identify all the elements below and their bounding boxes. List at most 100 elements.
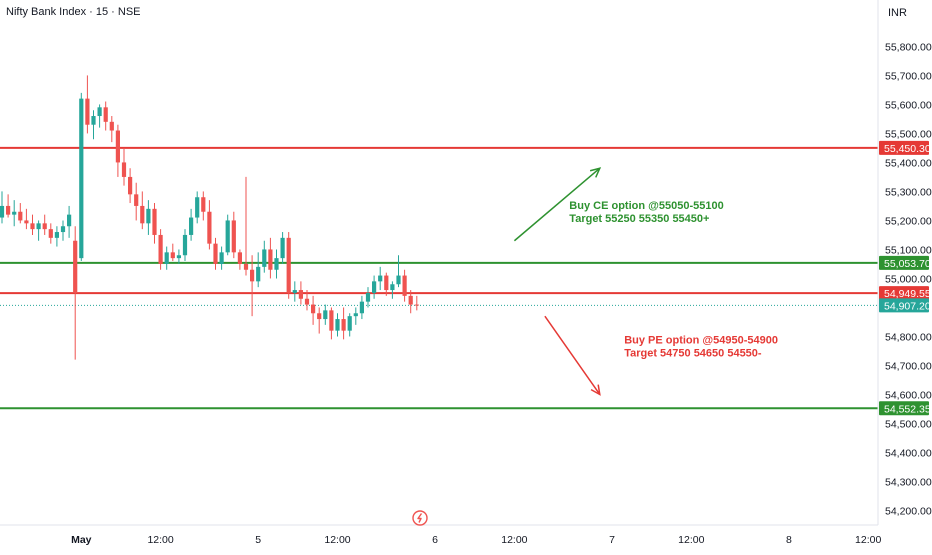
candle-up — [67, 214, 72, 227]
time-tick-label: May — [71, 534, 92, 546]
time-scale-panel[interactable] — [0, 525, 932, 550]
level-price-tag — [879, 401, 929, 416]
candle-down — [18, 211, 23, 221]
candle-up — [390, 284, 395, 291]
candle-down — [42, 223, 47, 230]
tradingview-logo-icon[interactable] — [412, 510, 428, 526]
candle-down — [414, 304, 419, 306]
candle-up — [353, 313, 358, 317]
candle-down — [286, 237, 291, 293]
candle-up — [347, 316, 352, 331]
candle-down — [158, 234, 163, 264]
price-tick-label: 54,300.00 — [885, 476, 932, 488]
candle-down — [311, 304, 316, 314]
candle-down — [402, 275, 407, 296]
price-tick-label: 55,300.00 — [885, 186, 932, 198]
annotation-line1: Buy CE option @55050-55100 — [569, 200, 723, 212]
candle-down — [304, 298, 310, 305]
candle-up — [219, 252, 224, 264]
annotation-line1: Buy PE option @54950-54900 — [624, 335, 778, 347]
last-price-label: 54,907.20 — [884, 300, 931, 312]
price-scale-ticks: 54,200.00 54,300.00 54,400.00 54,500.00 54,6… — [885, 41, 932, 517]
time-tick-label: 12:00 — [324, 534, 350, 546]
annotation-line2: Target 55250 55350 55450+ — [569, 213, 709, 225]
level-price-tag — [879, 255, 929, 270]
candle-down — [268, 249, 273, 270]
time-tick-label: 12:00 — [501, 534, 527, 546]
candle-up — [256, 266, 261, 282]
price-tick-label: 55,000.00 — [885, 273, 932, 285]
price-tick-label: 55,500.00 — [885, 128, 932, 140]
price-tick-label: 54,800.00 — [885, 331, 932, 343]
candle-down — [134, 194, 139, 206]
candle-down — [6, 205, 11, 215]
candle-down — [201, 197, 206, 212]
price-tick-label: 55,800.00 — [885, 41, 932, 53]
candle-down — [109, 121, 114, 131]
candle-down — [243, 263, 249, 270]
candles — [0, 75, 419, 360]
price-tick-label: 55,400.00 — [885, 157, 932, 169]
candle-up — [182, 234, 188, 256]
candle-down — [73, 240, 78, 293]
arrow-green — [513, 167, 601, 242]
annotation-line2: Target 54750 54650 54550- — [624, 348, 762, 360]
time-tick-label: 8 — [786, 534, 792, 546]
level-price-label: 55,450.30 — [884, 143, 931, 155]
candle-up — [164, 252, 169, 264]
arrow-red — [544, 315, 601, 395]
candle-up — [79, 98, 84, 259]
price-tick-label: 54,500.00 — [885, 418, 932, 430]
price-tick-label: 54,200.00 — [885, 505, 932, 517]
time-tick-label: 12:00 — [855, 534, 881, 546]
candle-up — [176, 255, 181, 259]
candle-down — [298, 290, 303, 299]
candle-down — [213, 243, 218, 264]
symbol-title: Nifty Bank Index · 15 · NSE — [6, 6, 141, 18]
time-tick-label: 12:00 — [147, 534, 173, 546]
currency-label[interactable]: INR — [888, 7, 907, 19]
candle-up — [97, 107, 102, 117]
price-tick-label: 55,600.00 — [885, 99, 932, 111]
candle-down — [140, 205, 145, 224]
time-scale-ticks: May 12:00 5 12:00 6 12:00 7 12:00 8 12:00 — [71, 534, 881, 546]
price-tick-label: 55,200.00 — [885, 215, 932, 227]
time-tick-label: 6 — [432, 534, 438, 546]
candle-up — [396, 275, 401, 285]
candle-down — [103, 107, 108, 122]
price-tick-label: 55,700.00 — [885, 70, 932, 82]
candle-up — [225, 220, 230, 253]
candle-up — [195, 197, 200, 218]
price-tick-label: 54,600.00 — [885, 389, 932, 401]
level-price-tag — [879, 140, 929, 155]
candle-down — [115, 130, 120, 163]
candle-down — [317, 313, 322, 320]
candle-up — [189, 217, 194, 235]
candle-up — [0, 205, 5, 218]
candle-down — [329, 310, 334, 331]
candle-down — [250, 269, 255, 282]
time-tick-label: 7 — [609, 534, 615, 546]
candle-down — [207, 211, 212, 244]
candle-up — [365, 292, 371, 302]
candle-up — [36, 223, 41, 230]
time-tick-label: 12:00 — [678, 534, 704, 546]
candle-up — [280, 237, 285, 259]
candle-up — [292, 290, 297, 293]
candle-up — [262, 249, 267, 267]
price-tick-label: 55,100.00 — [885, 244, 932, 256]
candle-down — [384, 275, 389, 291]
arrow-head-red — [590, 384, 601, 396]
candle-up — [274, 258, 279, 270]
candle-down — [30, 223, 35, 230]
candle-down — [237, 252, 242, 264]
level-price-tag — [879, 286, 929, 301]
candle-down — [128, 176, 133, 195]
candle-up — [323, 310, 328, 320]
level-price-label: 54,949.55 — [884, 288, 931, 300]
horizontal-levels — [0, 146, 878, 410]
candle-down — [170, 252, 175, 259]
